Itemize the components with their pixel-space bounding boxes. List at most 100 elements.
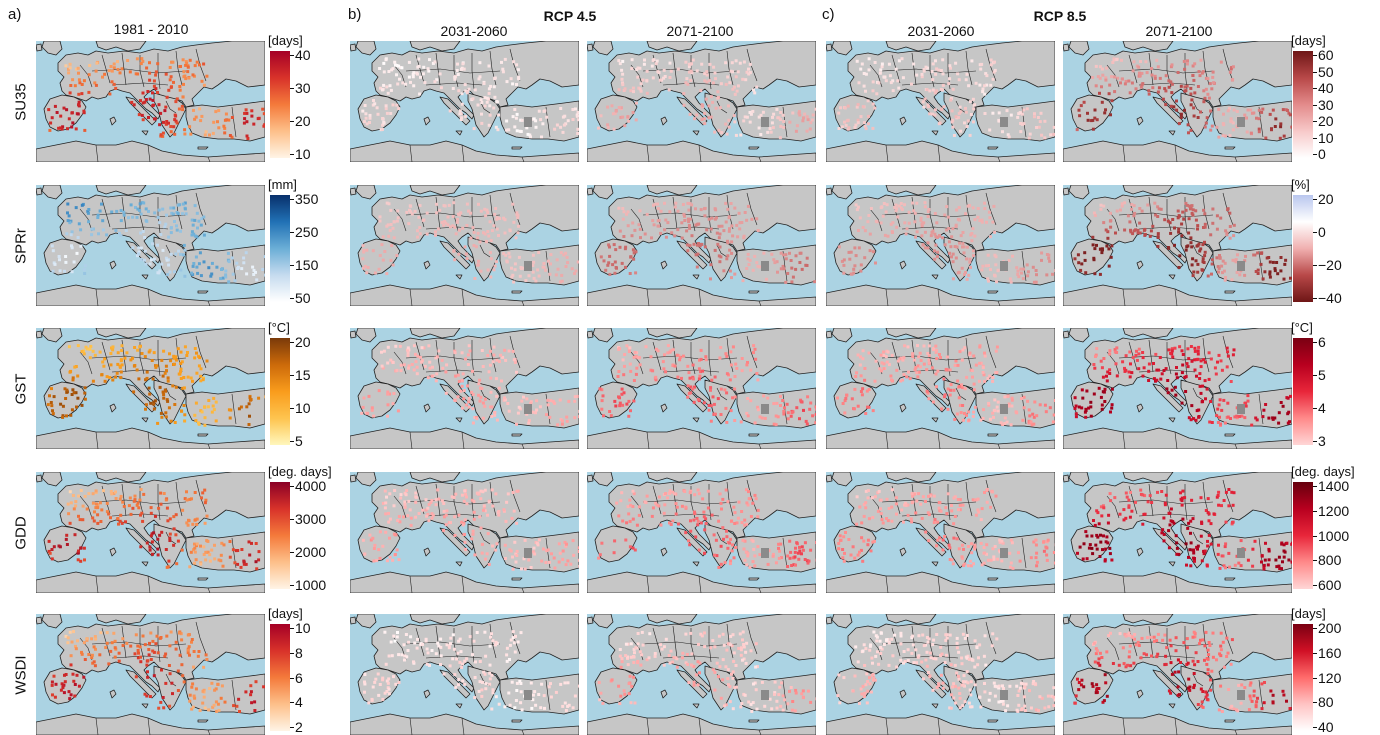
map-gst-baseline bbox=[36, 328, 265, 449]
map-gdd-rcp45_near bbox=[350, 472, 579, 593]
colorbar-tick-gst-change: 3 bbox=[1318, 433, 1326, 449]
map-sprr-rcp45_far bbox=[587, 185, 816, 306]
map-su35-rcp45_near bbox=[350, 41, 579, 162]
colorbar-tickmark bbox=[1313, 486, 1317, 487]
colorbar-tickmark bbox=[290, 519, 294, 520]
colorbar-tickmark bbox=[1313, 154, 1317, 155]
colorbar-tick-su35-change: 20 bbox=[1318, 113, 1334, 129]
colorbar-unit-su35-baseline: [days] bbox=[268, 33, 303, 48]
colorbar-tick-su35-change: 0 bbox=[1318, 146, 1326, 162]
colorbar-tickmark bbox=[290, 298, 294, 299]
colorbar-tickmark bbox=[290, 702, 294, 704]
colorbar-unit-sprr-baseline: [mm] bbox=[268, 177, 297, 192]
colorbar-tickmark bbox=[290, 628, 294, 629]
colorbar-tickmark bbox=[290, 441, 294, 442]
column-title-rcp45-far: 2071-2100 bbox=[666, 23, 734, 39]
colorbar-tick-gst-change: 6 bbox=[1318, 334, 1326, 350]
colorbar-tick-sprr-baseline: 250 bbox=[295, 224, 319, 240]
panel-label-b: b) bbox=[348, 6, 362, 23]
colorbar-tick-gdd-baseline: 4000 bbox=[295, 478, 327, 494]
colorbar-su35-baseline bbox=[270, 51, 290, 158]
colorbar-tick-su35-baseline: 30 bbox=[295, 80, 311, 96]
colorbar-tickmark bbox=[290, 121, 294, 122]
colorbar-tick-wsdi-change: 80 bbox=[1318, 694, 1334, 711]
colorbar-tick-wsdi-baseline: 6 bbox=[295, 669, 303, 686]
map-su35-rcp85_near bbox=[826, 41, 1055, 162]
map-sprr-rcp85_near bbox=[826, 185, 1055, 306]
colorbar-wsdi-change bbox=[1293, 624, 1313, 731]
colorbar-unit-su35-change: [days] bbox=[1291, 33, 1326, 48]
colorbar-tickmark bbox=[290, 486, 294, 487]
row-label-wsdi: WSDI bbox=[12, 654, 30, 695]
colorbar-tick-su35-change: 50 bbox=[1318, 63, 1334, 80]
colorbar-tickmark bbox=[290, 585, 294, 586]
colorbar-tickmark bbox=[1313, 137, 1317, 139]
colorbar-tickmark bbox=[1313, 265, 1317, 266]
colorbar-unit-gst-change: [°C] bbox=[1291, 320, 1313, 335]
colorbar-tick-su35-baseline: 40 bbox=[295, 47, 311, 63]
map-sprr-rcp45_near bbox=[350, 185, 579, 306]
colorbar-tickmark bbox=[290, 375, 294, 376]
map-wsdi-baseline bbox=[36, 614, 265, 735]
colorbar-gst-baseline bbox=[270, 338, 290, 445]
map-wsdi-rcp45_near bbox=[350, 614, 579, 735]
colorbar-tickmark bbox=[290, 677, 294, 679]
colorbar-tickmark bbox=[1313, 441, 1317, 442]
map-wsdi-rcp85_far bbox=[1063, 614, 1292, 735]
colorbar-tick-gdd-change: 1000 bbox=[1318, 527, 1350, 544]
colorbar-tickmark bbox=[1313, 560, 1317, 562]
colorbar-sprr-baseline bbox=[270, 195, 290, 302]
colorbar-tick-gdd-change: 800 bbox=[1318, 552, 1342, 569]
row-label-su35: SU35 bbox=[12, 82, 30, 121]
colorbar-tickmark bbox=[1313, 55, 1317, 56]
colorbar-tickmark bbox=[290, 727, 294, 728]
column-title-rcp85-near: 2031-2060 bbox=[907, 23, 975, 39]
colorbar-tick-gdd-baseline: 3000 bbox=[295, 511, 327, 527]
colorbar-tick-gdd-change: 1200 bbox=[1318, 502, 1350, 519]
colorbar-gdd-change bbox=[1293, 482, 1313, 589]
map-gst-rcp45_near bbox=[350, 328, 579, 449]
map-su35-baseline bbox=[36, 41, 265, 162]
colorbar-tickmark bbox=[290, 342, 294, 343]
map-wsdi-rcp45_far bbox=[587, 614, 816, 735]
map-su35-rcp85_far bbox=[1063, 41, 1292, 162]
colorbar-tick-sprr-change: 0 bbox=[1318, 224, 1326, 240]
map-gdd-rcp85_near bbox=[826, 472, 1055, 593]
colorbar-tick-gdd-baseline: 1000 bbox=[295, 577, 327, 593]
colorbar-tickmark bbox=[1313, 628, 1317, 629]
colorbar-tick-wsdi-change: 160 bbox=[1318, 644, 1342, 661]
colorbar-tick-wsdi-change: 200 bbox=[1318, 620, 1342, 636]
colorbar-tickmark bbox=[1313, 104, 1317, 106]
colorbar-tick-gdd-change: 1400 bbox=[1318, 478, 1350, 494]
colorbar-tickmark bbox=[1313, 535, 1317, 537]
colorbar-tickmark bbox=[1313, 88, 1317, 89]
column-title-baseline: 1981 - 2010 bbox=[113, 21, 189, 37]
colorbar-tickmark bbox=[1313, 677, 1317, 679]
colorbar-tick-wsdi-baseline: 2 bbox=[295, 719, 303, 735]
colorbar-unit-wsdi-change: [days] bbox=[1291, 606, 1326, 621]
map-gdd-rcp85_far bbox=[1063, 472, 1292, 593]
colorbar-tickmark bbox=[1313, 585, 1317, 586]
colorbar-tick-gst-change: 5 bbox=[1318, 367, 1326, 383]
map-gst-rcp85_near bbox=[826, 328, 1055, 449]
colorbar-unit-gdd-baseline: [deg. days] bbox=[268, 464, 332, 479]
colorbar-tickmark bbox=[290, 408, 294, 409]
colorbar-tick-gst-baseline: 15 bbox=[295, 367, 311, 383]
colorbar-tickmark bbox=[1313, 298, 1317, 299]
colorbar-tickmark bbox=[1313, 199, 1317, 200]
colorbar-tick-sprr-baseline: 350 bbox=[295, 191, 319, 207]
colorbar-tickmark bbox=[1313, 121, 1317, 122]
colorbar-tick-wsdi-baseline: 4 bbox=[295, 694, 303, 711]
colorbar-tick-sprr-change: −40 bbox=[1318, 290, 1342, 306]
colorbar-tick-gst-baseline: 5 bbox=[295, 433, 303, 449]
colorbar-tick-su35-change: 30 bbox=[1318, 96, 1334, 113]
colorbar-tick-gdd-baseline: 2000 bbox=[295, 544, 327, 560]
map-gst-rcp45_far bbox=[587, 328, 816, 449]
colorbar-tick-gst-change: 4 bbox=[1318, 400, 1326, 416]
colorbar-sprr-change bbox=[1293, 195, 1313, 302]
colorbar-tick-sprr-change: −20 bbox=[1318, 257, 1342, 273]
colorbar-tick-wsdi-baseline: 10 bbox=[295, 620, 311, 636]
colorbar-tickmark bbox=[1313, 702, 1317, 704]
scenario-rcp85-title: RCP 8.5 bbox=[1033, 8, 1087, 24]
map-gdd-baseline bbox=[36, 472, 265, 593]
